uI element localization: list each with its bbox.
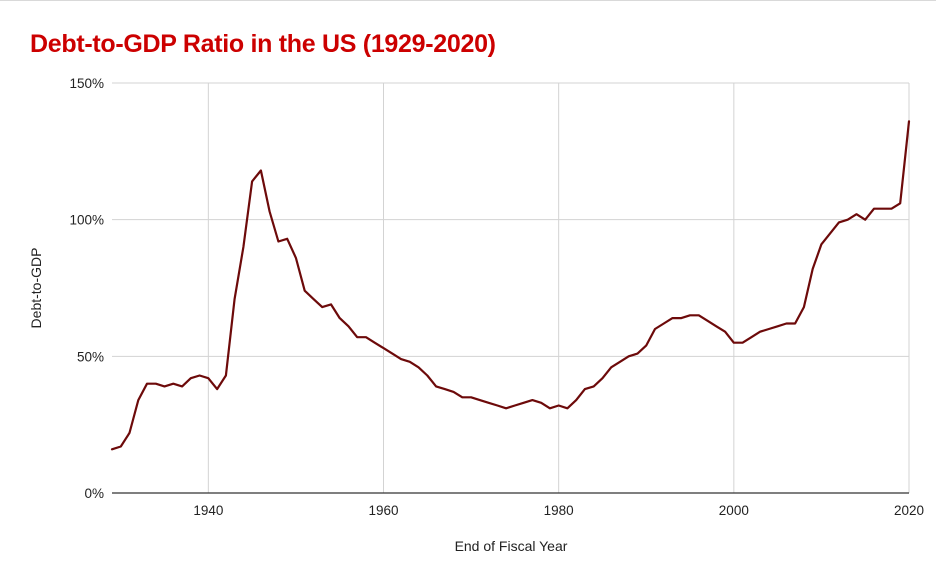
- chart-title: Debt-to-GDP Ratio in the US (1929-2020): [30, 30, 496, 58]
- x-tick-label: 1960: [368, 503, 398, 518]
- y-axis-title: Debt-to-GDP: [28, 248, 44, 329]
- gridlines: [112, 82, 910, 493]
- top-border: [0, 0, 936, 1]
- y-tick-label: 150%: [69, 76, 104, 91]
- y-tick-label: 50%: [77, 349, 104, 364]
- series-area: [110, 120, 911, 451]
- x-tick-label: 1940: [193, 503, 223, 518]
- x-tick-label: 2020: [894, 503, 924, 518]
- y-tick-label: 0%: [84, 486, 104, 501]
- series-line: [110, 120, 911, 451]
- tick-labels: 0% 50% 100% 150% 1940 1960 1980 2000 2020: [69, 76, 924, 518]
- x-tick-label: 1980: [544, 503, 574, 518]
- y-tick-label: 100%: [69, 213, 104, 228]
- x-axis-title: End of Fiscal Year: [455, 538, 568, 554]
- x-tick-label: 2000: [719, 503, 749, 518]
